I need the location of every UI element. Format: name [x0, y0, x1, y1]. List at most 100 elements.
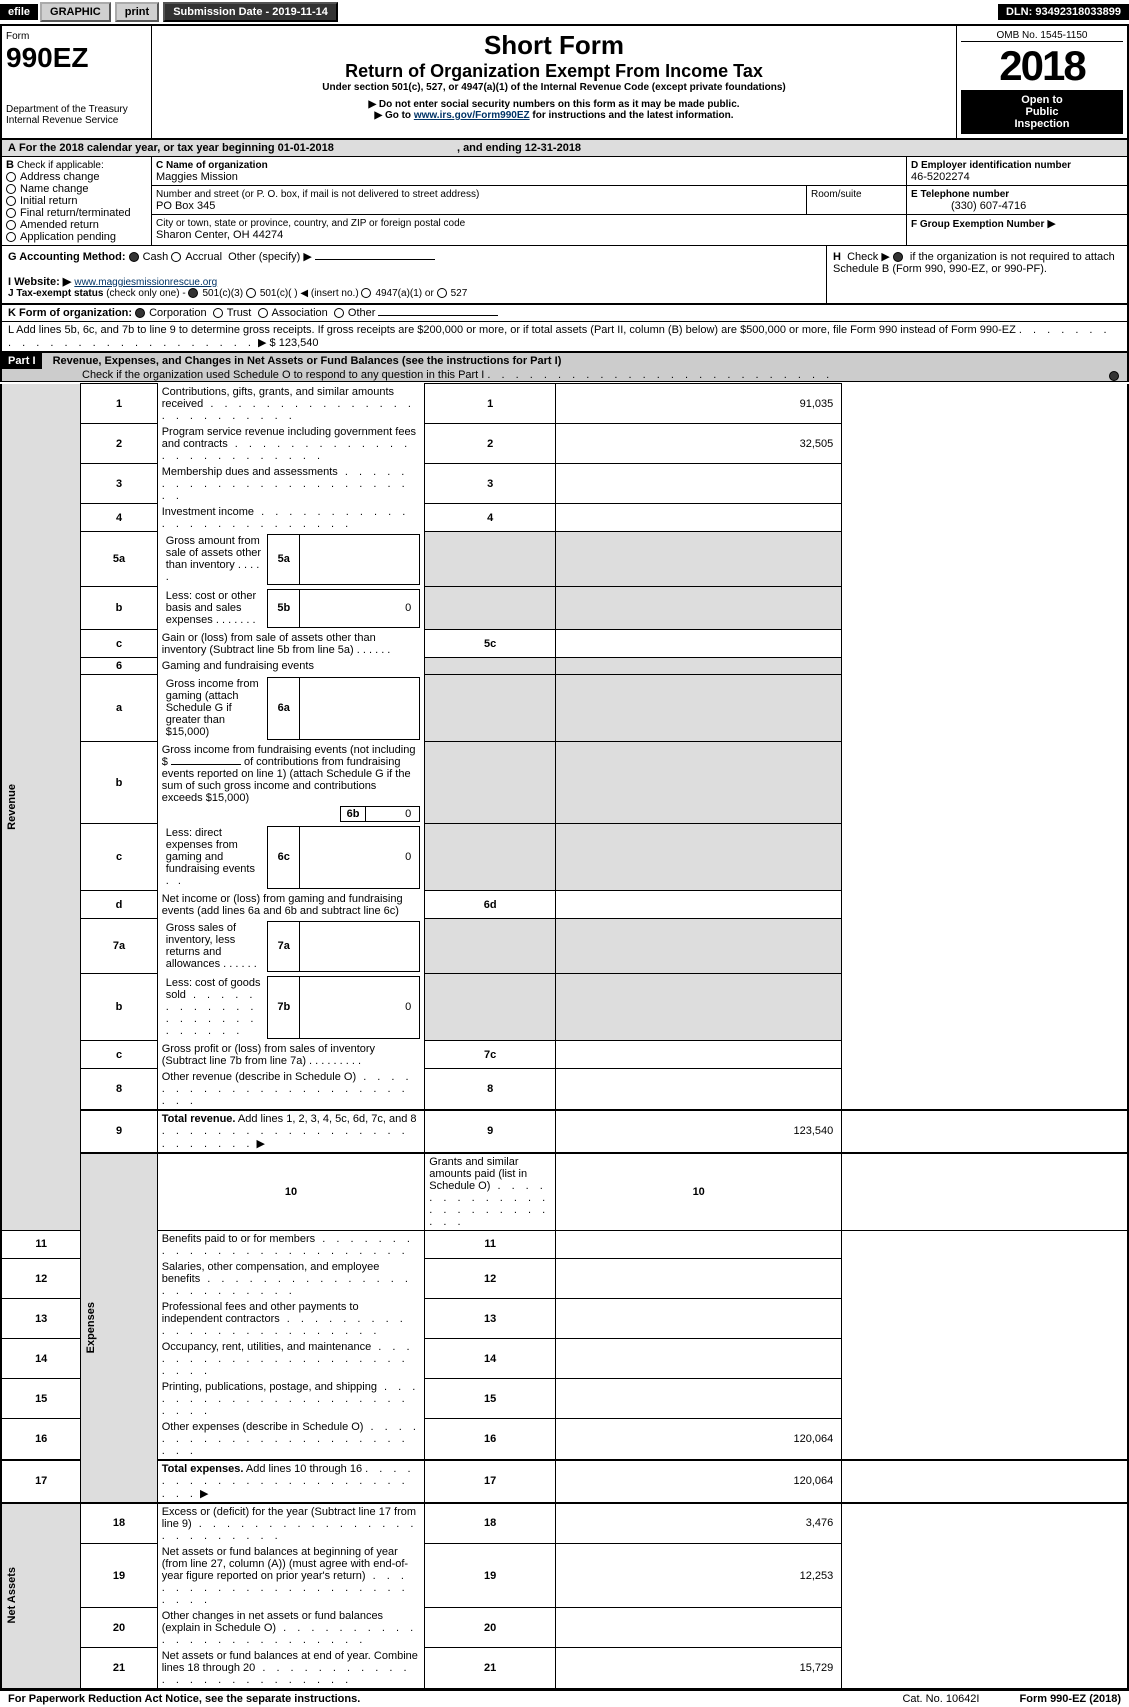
g-row: G Accounting Method: Cash Accrual Other … — [8, 250, 820, 263]
radio-accrual-icon[interactable] — [171, 252, 181, 262]
radio-4947-icon[interactable] — [361, 288, 371, 298]
year-column: OMB No. 1545-1150 2018 Open to Public In… — [957, 26, 1127, 138]
section-def: D Employer identification number 46-5202… — [907, 157, 1127, 245]
lines-table: Revenue 1 Contributions, gifts, grants, … — [0, 383, 1129, 1690]
top-bar: efile GRAPHIC print Submission Date - 20… — [0, 0, 1129, 24]
website-link[interactable]: www.maggiesmissionrescue.org — [74, 277, 217, 288]
b-item-final-return: Final return/terminated — [6, 207, 147, 219]
ein-value: 46-5202274 — [911, 171, 970, 183]
j-row: J Tax-exempt status (check only one) - 5… — [8, 288, 820, 299]
line-value — [556, 1608, 842, 1648]
org-name: Maggies Mission — [156, 171, 238, 183]
period-ending: , and ending 12-31-2018 — [457, 142, 581, 154]
warning-goto: Go to www.irs.gov/Form990EZ for instruct… — [156, 110, 952, 121]
line-value — [556, 464, 842, 504]
main-title: Return of Organization Exempt From Incom… — [156, 61, 952, 82]
table-row: d Net income or (loss) from gaming and f… — [1, 891, 1128, 919]
line-text: Gross amount from sale of assets other t… — [157, 532, 425, 587]
table-row: b Gross income from fundraising events (… — [1, 742, 1128, 824]
radio-501c-icon[interactable] — [246, 288, 256, 298]
b-item-initial-return: Initial return — [6, 195, 147, 207]
table-row: 16 Other expenses (describe in Schedule … — [1, 1419, 1128, 1460]
line-value: 91,035 — [556, 384, 842, 424]
efile-label: efile — [0, 4, 38, 20]
table-row: 9 Total revenue. Add lines 1, 2, 3, 4, 5… — [1, 1110, 1128, 1153]
gh-block: G Accounting Method: Cash Accrual Other … — [0, 245, 1129, 305]
table-row: c Gross profit or (loss) from sales of i… — [1, 1041, 1128, 1069]
line-text: Total revenue. Add lines 1, 2, 3, 4, 5c,… — [157, 1110, 425, 1153]
line-value — [556, 1299, 842, 1339]
checkbox-icon[interactable] — [6, 172, 16, 182]
checkbox-icon[interactable] — [6, 196, 16, 206]
l-text: L Add lines 5b, 6c, and 7b to line 9 to … — [8, 324, 1016, 336]
table-row: Net Assets 18 Excess or (deficit) for th… — [1, 1503, 1128, 1544]
checkbox-icon[interactable] — [6, 208, 16, 218]
radio-other-icon[interactable] — [334, 308, 344, 318]
graphic-button[interactable]: GRAPHIC — [40, 2, 111, 22]
part1-check-line: Check if the organization used Schedule … — [2, 369, 484, 381]
other-specify-line[interactable] — [315, 259, 435, 260]
part-label: Part I — [2, 353, 42, 369]
line-text: Printing, publications, postage, and shi… — [157, 1379, 425, 1419]
subtitle: Under section 501(c), 527, or 4947(a)(1)… — [156, 82, 952, 93]
contrib-amount-line[interactable] — [171, 764, 241, 765]
line-value — [556, 1259, 842, 1299]
g-label: G Accounting Method: — [8, 251, 126, 263]
org-info-block: B Check if applicable: Address change Na… — [0, 157, 1129, 245]
radio-trust-icon[interactable] — [213, 308, 223, 318]
checkbox-icon[interactable] — [893, 252, 903, 262]
b-label: B — [6, 159, 14, 171]
line-value: 120,064 — [556, 1419, 842, 1460]
c-city-label: City or town, state or province, country… — [156, 218, 465, 229]
d-label: D Employer identification number — [911, 160, 1071, 171]
line-text: Gross income from gaming (attach Schedul… — [157, 675, 425, 742]
line-text: Benefits paid to or for members — [157, 1230, 425, 1259]
expenses-section-label: Expenses — [85, 1302, 97, 1353]
part1-title: Revenue, Expenses, and Changes in Net As… — [45, 355, 562, 367]
line-text: Contributions, gifts, grants, and simila… — [157, 384, 425, 424]
line-text: Professional fees and other payments to … — [157, 1299, 425, 1339]
section-c: C Name of organization Maggies Mission N… — [152, 157, 907, 245]
line-text: Other expenses (describe in Schedule O) — [157, 1419, 425, 1460]
checkbox-icon[interactable] — [6, 220, 16, 230]
line-value — [556, 1379, 842, 1419]
radio-527-icon[interactable] — [437, 288, 447, 298]
checkbox-icon[interactable] — [6, 184, 16, 194]
table-row: 12 Salaries, other compensation, and emp… — [1, 1259, 1128, 1299]
checkbox-icon[interactable] — [6, 232, 16, 242]
line-value — [842, 1153, 1128, 1231]
short-form-title: Short Form — [156, 30, 952, 61]
l-row: L Add lines 5b, 6c, and 7b to line 9 to … — [0, 322, 1129, 353]
print-button[interactable]: print — [115, 2, 159, 22]
line-text: Total expenses. Add lines 10 through 16 … — [157, 1460, 425, 1503]
phone-value: (330) 607-4716 — [911, 200, 1026, 212]
table-row: 11 Benefits paid to or for members 11 — [1, 1230, 1128, 1259]
table-row: 13 Professional fees and other payments … — [1, 1299, 1128, 1339]
catalog-no: Cat. No. 10642I — [902, 1693, 979, 1705]
radio-corporation-icon[interactable] — [135, 308, 145, 318]
form-word: Form — [6, 31, 29, 42]
submission-date-button[interactable]: Submission Date - 2019-11-14 — [163, 2, 338, 22]
line-text: Grants and similar amounts paid (list in… — [425, 1153, 556, 1231]
table-row: 8 Other revenue (describe in Schedule O)… — [1, 1069, 1128, 1110]
radio-association-icon[interactable] — [258, 308, 268, 318]
table-row: 19 Net assets or fund balances at beginn… — [1, 1544, 1128, 1608]
omb-label: OMB No. 1545-1150 — [961, 30, 1123, 42]
radio-cash-icon[interactable] — [129, 252, 139, 262]
line-text: Other revenue (describe in Schedule O) — [157, 1069, 425, 1110]
irs-link[interactable]: www.irs.gov/Form990EZ — [414, 110, 530, 121]
line-value — [556, 630, 842, 658]
table-row: Revenue 1 Contributions, gifts, grants, … — [1, 384, 1128, 424]
table-row: 15 Printing, publications, postage, and … — [1, 1379, 1128, 1419]
line-text: Investment income — [157, 504, 425, 532]
k-other-line[interactable] — [378, 315, 498, 316]
b-item-application-pending: Application pending — [6, 231, 147, 243]
schedule-o-checkbox-icon[interactable] — [1109, 371, 1119, 381]
section-g-i-j: G Accounting Method: Cash Accrual Other … — [2, 246, 827, 303]
i-label: I Website: ▶ — [8, 276, 71, 288]
h-check-text: Check ▶ — [847, 251, 890, 263]
radio-501c3-icon[interactable] — [188, 288, 198, 298]
h-label: H — [833, 251, 841, 263]
line-text: Salaries, other compensation, and employ… — [157, 1259, 425, 1299]
period-text: For the 2018 calendar year, or tax year … — [19, 142, 334, 154]
